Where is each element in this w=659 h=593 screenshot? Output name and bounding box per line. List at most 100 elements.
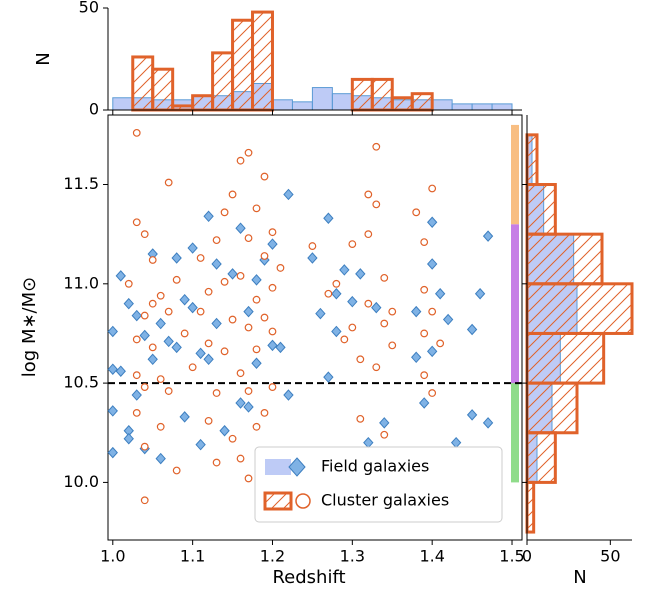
x-tick-label: 1.4	[419, 547, 444, 566]
field-point	[155, 317, 166, 330]
cluster-hist-bar	[171, 104, 195, 112]
cluster-point	[420, 329, 429, 338]
cluster-point	[380, 319, 389, 328]
cluster-point	[180, 329, 189, 338]
cluster-point	[228, 315, 237, 324]
cluster-point	[348, 240, 357, 248]
cluster-point	[268, 283, 277, 292]
field-point	[131, 309, 142, 322]
field-point	[107, 325, 118, 338]
field-point	[323, 212, 334, 225]
cluster-point	[196, 254, 205, 262]
cluster-point	[220, 277, 229, 286]
field-point	[163, 335, 174, 348]
cluster-point	[428, 184, 437, 193]
cluster-point	[260, 252, 269, 260]
field-point	[123, 297, 134, 310]
cluster-point	[140, 442, 149, 451]
cluster-point	[412, 208, 421, 217]
cluster-point	[204, 339, 213, 348]
cluster-point	[236, 156, 245, 165]
field-point	[227, 268, 238, 280]
field-point	[371, 301, 382, 314]
field-point	[379, 417, 390, 429]
field-point	[219, 425, 230, 437]
cluster-point	[132, 218, 141, 227]
field-point	[363, 436, 374, 449]
cluster-point	[340, 335, 349, 344]
cluster-point	[132, 371, 141, 380]
cluster-point	[140, 311, 149, 320]
y-tick-label: 50	[79, 0, 99, 17]
cluster-point	[260, 172, 269, 181]
cluster-point	[164, 387, 173, 395]
cluster-hist-bar	[370, 77, 394, 112]
legend-label: Cluster galaxies	[321, 491, 449, 510]
cluster-point	[244, 148, 253, 157]
cluster-point	[236, 454, 245, 463]
cluster-point	[380, 273, 389, 282]
cluster-point	[244, 387, 253, 395]
legend-label: Field galaxies	[321, 457, 429, 476]
cluster-point	[252, 422, 261, 431]
field-point	[187, 301, 198, 314]
cluster-point	[148, 256, 157, 264]
cluster-point	[260, 313, 269, 322]
cluster-hist-bar	[525, 431, 557, 484]
field-point	[179, 411, 190, 423]
field-point	[195, 347, 206, 360]
field-point	[171, 341, 182, 354]
field-point	[411, 305, 422, 318]
cluster-point	[132, 128, 141, 137]
field-point	[139, 329, 150, 342]
field-point	[275, 341, 286, 354]
field-point	[323, 371, 334, 383]
cluster-point	[236, 271, 245, 280]
cluster-point	[420, 285, 429, 294]
y-axis-label: log M∗/M⊙	[19, 277, 40, 377]
field-point	[427, 345, 438, 358]
field-point	[171, 252, 182, 264]
x-tick-label: 1.2	[260, 547, 285, 566]
y-tick-label: 10.0	[63, 472, 99, 491]
legend-marker	[295, 493, 311, 509]
cluster-point	[364, 190, 373, 199]
mass-band	[511, 224, 519, 384]
y-tick-label: 0	[89, 100, 99, 119]
cluster-point	[420, 238, 429, 247]
mass-band	[511, 124, 519, 225]
cluster-point	[388, 307, 397, 316]
cluster-point	[356, 414, 365, 423]
field-point	[179, 293, 190, 306]
field-point	[251, 274, 262, 286]
cluster-point	[140, 496, 149, 505]
field-point	[331, 325, 342, 338]
legend-patch	[263, 491, 293, 511]
field-point	[243, 401, 254, 413]
field-point	[482, 417, 494, 429]
field-point	[419, 397, 430, 409]
cluster-point	[140, 230, 149, 239]
mass-band	[511, 383, 519, 483]
field-point	[203, 210, 214, 223]
cluster-point	[212, 458, 221, 467]
x-tick-label: 1.3	[340, 547, 365, 566]
cluster-point	[156, 422, 165, 431]
cluster-point	[372, 363, 381, 372]
cluster-point	[172, 466, 181, 475]
field-point	[427, 216, 438, 228]
field-point	[331, 287, 342, 300]
cluster-point	[356, 355, 365, 364]
right-x-axis-label: N	[573, 567, 586, 588]
field-point	[411, 351, 422, 364]
field-point	[283, 389, 294, 401]
field-point	[107, 446, 118, 459]
field-point	[195, 438, 206, 451]
cluster-hist-bar	[525, 331, 606, 385]
plot-frame	[107, 114, 523, 541]
field-point	[211, 317, 222, 330]
x-tick-label: 0	[522, 547, 532, 566]
cluster-point	[156, 375, 165, 384]
cluster-point	[228, 434, 237, 443]
